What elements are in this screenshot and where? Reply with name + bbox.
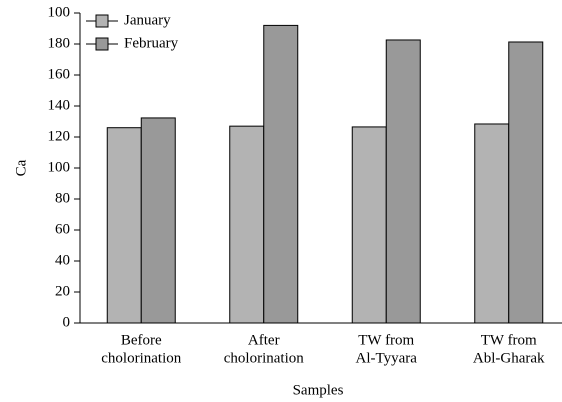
y-tick-label: 0	[63, 314, 71, 330]
bar	[508, 41, 544, 324]
bar	[263, 24, 299, 324]
y-tick-label: 40	[55, 252, 70, 268]
legend-swatch	[95, 37, 109, 51]
bar	[351, 126, 387, 324]
bar	[229, 125, 265, 324]
x-tick-label: TW from	[358, 332, 414, 348]
y-tick-label: 80	[55, 190, 70, 206]
y-tick-label: 60	[55, 221, 70, 237]
x-axis-label: Samples	[293, 382, 344, 398]
y-tick-label: 180	[48, 35, 71, 51]
bar	[140, 117, 176, 324]
bar	[385, 39, 421, 324]
y-axis-label: Ca	[13, 159, 29, 176]
x-tick-label: cholorination	[224, 350, 304, 366]
x-tick-label: Abl-Gharak	[473, 350, 545, 366]
legend-swatch	[95, 14, 109, 28]
bar	[474, 123, 510, 324]
y-tick-label: 100	[48, 159, 71, 175]
y-tick-label: 120	[48, 128, 71, 144]
y-tick-label: 100	[48, 4, 71, 20]
x-tick-label: Before	[121, 332, 162, 348]
legend-label: February	[124, 35, 179, 51]
legend-label: January	[124, 12, 171, 28]
bar	[106, 127, 142, 324]
y-tick-label: 160	[48, 66, 71, 82]
x-tick-label: TW from	[481, 332, 537, 348]
x-tick-label: Al-Tyyara	[356, 350, 418, 366]
x-tick-label: After	[248, 332, 280, 348]
y-tick-label: 20	[55, 283, 70, 299]
y-tick-label: 140	[48, 97, 71, 113]
x-tick-label: cholorination	[101, 350, 181, 366]
